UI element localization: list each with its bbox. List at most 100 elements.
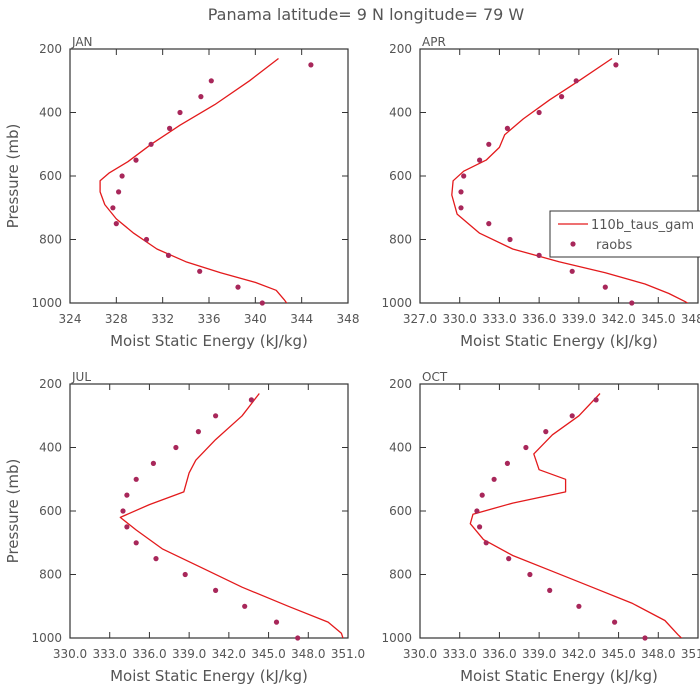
raob-point-apr <box>486 141 492 147</box>
raob-point-jul <box>150 460 156 466</box>
x-tick-label-apr: 330.0 <box>443 312 477 326</box>
raob-point-apr <box>461 173 467 179</box>
model-profile-line-jan <box>99 57 288 303</box>
raob-point-oct <box>474 508 480 514</box>
raob-point-apr <box>486 221 492 227</box>
panel-jan: JAN 200 400 600 800 1000 324 328 332 336 340 344 348… <box>4 35 359 350</box>
x-tick-label-jan: 324 <box>59 312 82 326</box>
raob-point-jan <box>116 189 122 195</box>
y-tick-label-apr: 800 <box>389 233 412 247</box>
x-tick-label-jan: 328 <box>105 312 128 326</box>
y-tick-label-oct: 800 <box>389 568 412 582</box>
y-tick-label-apr: 200 <box>389 42 412 56</box>
raob-point-oct <box>576 603 582 609</box>
model-profile-line-oct <box>469 393 683 638</box>
raob-point-jul <box>173 444 179 451</box>
raob-point-apr <box>536 109 542 116</box>
raob-point-jan <box>167 125 173 131</box>
raob-point-jan <box>177 109 183 116</box>
legend-obs-label: raobs <box>596 238 633 253</box>
panel-label-apr: APR <box>422 35 446 49</box>
panel-apr: APR 200 400 600 800 1000 327.0 330.0 333.0 336.0 3… <box>381 35 700 350</box>
raob-point-apr <box>559 94 565 100</box>
raob-point-jul <box>182 571 188 578</box>
legend: 110b_taus_gam raobs <box>549 210 700 258</box>
raob-point-jan <box>165 252 172 258</box>
x-tick-label-oct: 333.0 <box>443 647 477 661</box>
x-tick-label-apr: 345.0 <box>641 312 675 326</box>
raob-point-apr <box>613 62 619 68</box>
y-tick-label-jul: 400 <box>39 441 62 455</box>
x-tick-label-jan: 336 <box>198 312 221 326</box>
raob-point-jan <box>110 205 116 211</box>
raob-point-oct <box>527 571 533 578</box>
x-tick-label-oct: 330.0 <box>403 647 437 661</box>
x-tick-label-apr: 336.0 <box>522 312 556 326</box>
raob-point-apr <box>458 189 464 195</box>
raob-point-oct <box>506 556 512 562</box>
raob-point-apr <box>569 268 575 274</box>
raob-point-jul <box>120 508 126 514</box>
x-tick-label-apr: 327.0 <box>403 312 437 326</box>
x-tick-label-oct: 342.0 <box>562 647 596 661</box>
raob-point-oct <box>642 635 648 641</box>
raob-point-oct <box>504 460 510 466</box>
raob-point-oct <box>479 492 485 498</box>
raob-point-jan <box>119 173 125 179</box>
raob-point-jan <box>308 62 314 68</box>
raob-point-jan <box>113 221 119 227</box>
raob-point-oct <box>483 540 489 546</box>
panel-label-jan: JAN <box>71 35 93 49</box>
x-tick-label-jul: 330.0 <box>53 647 87 661</box>
legend-box <box>549 210 700 258</box>
raob-point-jul <box>153 556 159 562</box>
raob-point-jul <box>133 476 139 482</box>
x-tick-label-apr: 342.0 <box>601 312 635 326</box>
model-profile-line-apr <box>451 57 689 303</box>
x-tick-label-apr: 348.0 <box>681 312 700 326</box>
raob-point-jul <box>248 397 254 403</box>
model-profile-line-jul <box>119 393 344 638</box>
raob-point-jul <box>273 619 280 625</box>
x-axis-title-oct: Moist Static Energy (kJ/kg) <box>460 667 658 685</box>
panel-oct: OCT 200 400 600 800 1000 330.0 333.0 336.0 339.0 3… <box>381 370 700 685</box>
y-tick-label-oct: 1000 <box>381 631 412 645</box>
x-tick-label-jul: 345.0 <box>251 647 285 661</box>
raob-point-jan <box>198 94 204 100</box>
raob-point-oct <box>593 397 599 403</box>
raob-point-jul <box>124 492 130 498</box>
raob-point-jan <box>235 284 241 290</box>
legend-model-label: 110b_taus_gam <box>591 218 694 233</box>
x-tick-label-oct: 336.0 <box>482 647 516 661</box>
x-tick-label-jul: 333.0 <box>93 647 127 661</box>
raob-point-apr <box>602 284 608 290</box>
y-tick-label-jul: 600 <box>39 504 62 518</box>
x-tick-label-oct: 339.0 <box>522 647 556 661</box>
x-tick-label-apr: 333.0 <box>482 312 516 326</box>
y-axis-title-jan: Pressure (mb) <box>4 124 22 229</box>
raob-point-apr <box>458 205 464 211</box>
panel-label-oct: OCT <box>422 370 448 384</box>
raob-point-jul <box>195 429 201 435</box>
raob-point-jan <box>143 236 150 243</box>
x-tick-label-oct: 351.0 <box>681 647 700 661</box>
raob-point-jan <box>208 78 214 84</box>
y-tick-label-oct: 200 <box>389 377 412 391</box>
raob-point-apr <box>477 157 483 163</box>
y-tick-label-jul: 800 <box>39 568 62 582</box>
raob-point-oct <box>491 476 497 482</box>
panels-group: JAN 200 400 600 800 1000 324 328 332 336 340 344 348… <box>4 35 700 685</box>
raob-point-oct <box>569 413 575 419</box>
y-tick-label-apr: 600 <box>389 169 412 183</box>
y-tick-label-jan: 1000 <box>31 296 62 310</box>
raob-point-apr <box>507 236 513 243</box>
y-tick-label-jul: 200 <box>39 377 62 391</box>
y-tick-label-oct: 600 <box>389 504 412 518</box>
raob-point-jan <box>197 268 203 274</box>
x-tick-label-jan: 340 <box>244 312 267 326</box>
y-tick-label-jan: 800 <box>39 233 62 247</box>
panel-frame-jul <box>69 383 349 639</box>
raob-point-apr <box>504 125 510 131</box>
panel-jul: JUL 200 400 600 800 1000 330.0 333.0 336.0 339.0 3… <box>4 370 365 685</box>
